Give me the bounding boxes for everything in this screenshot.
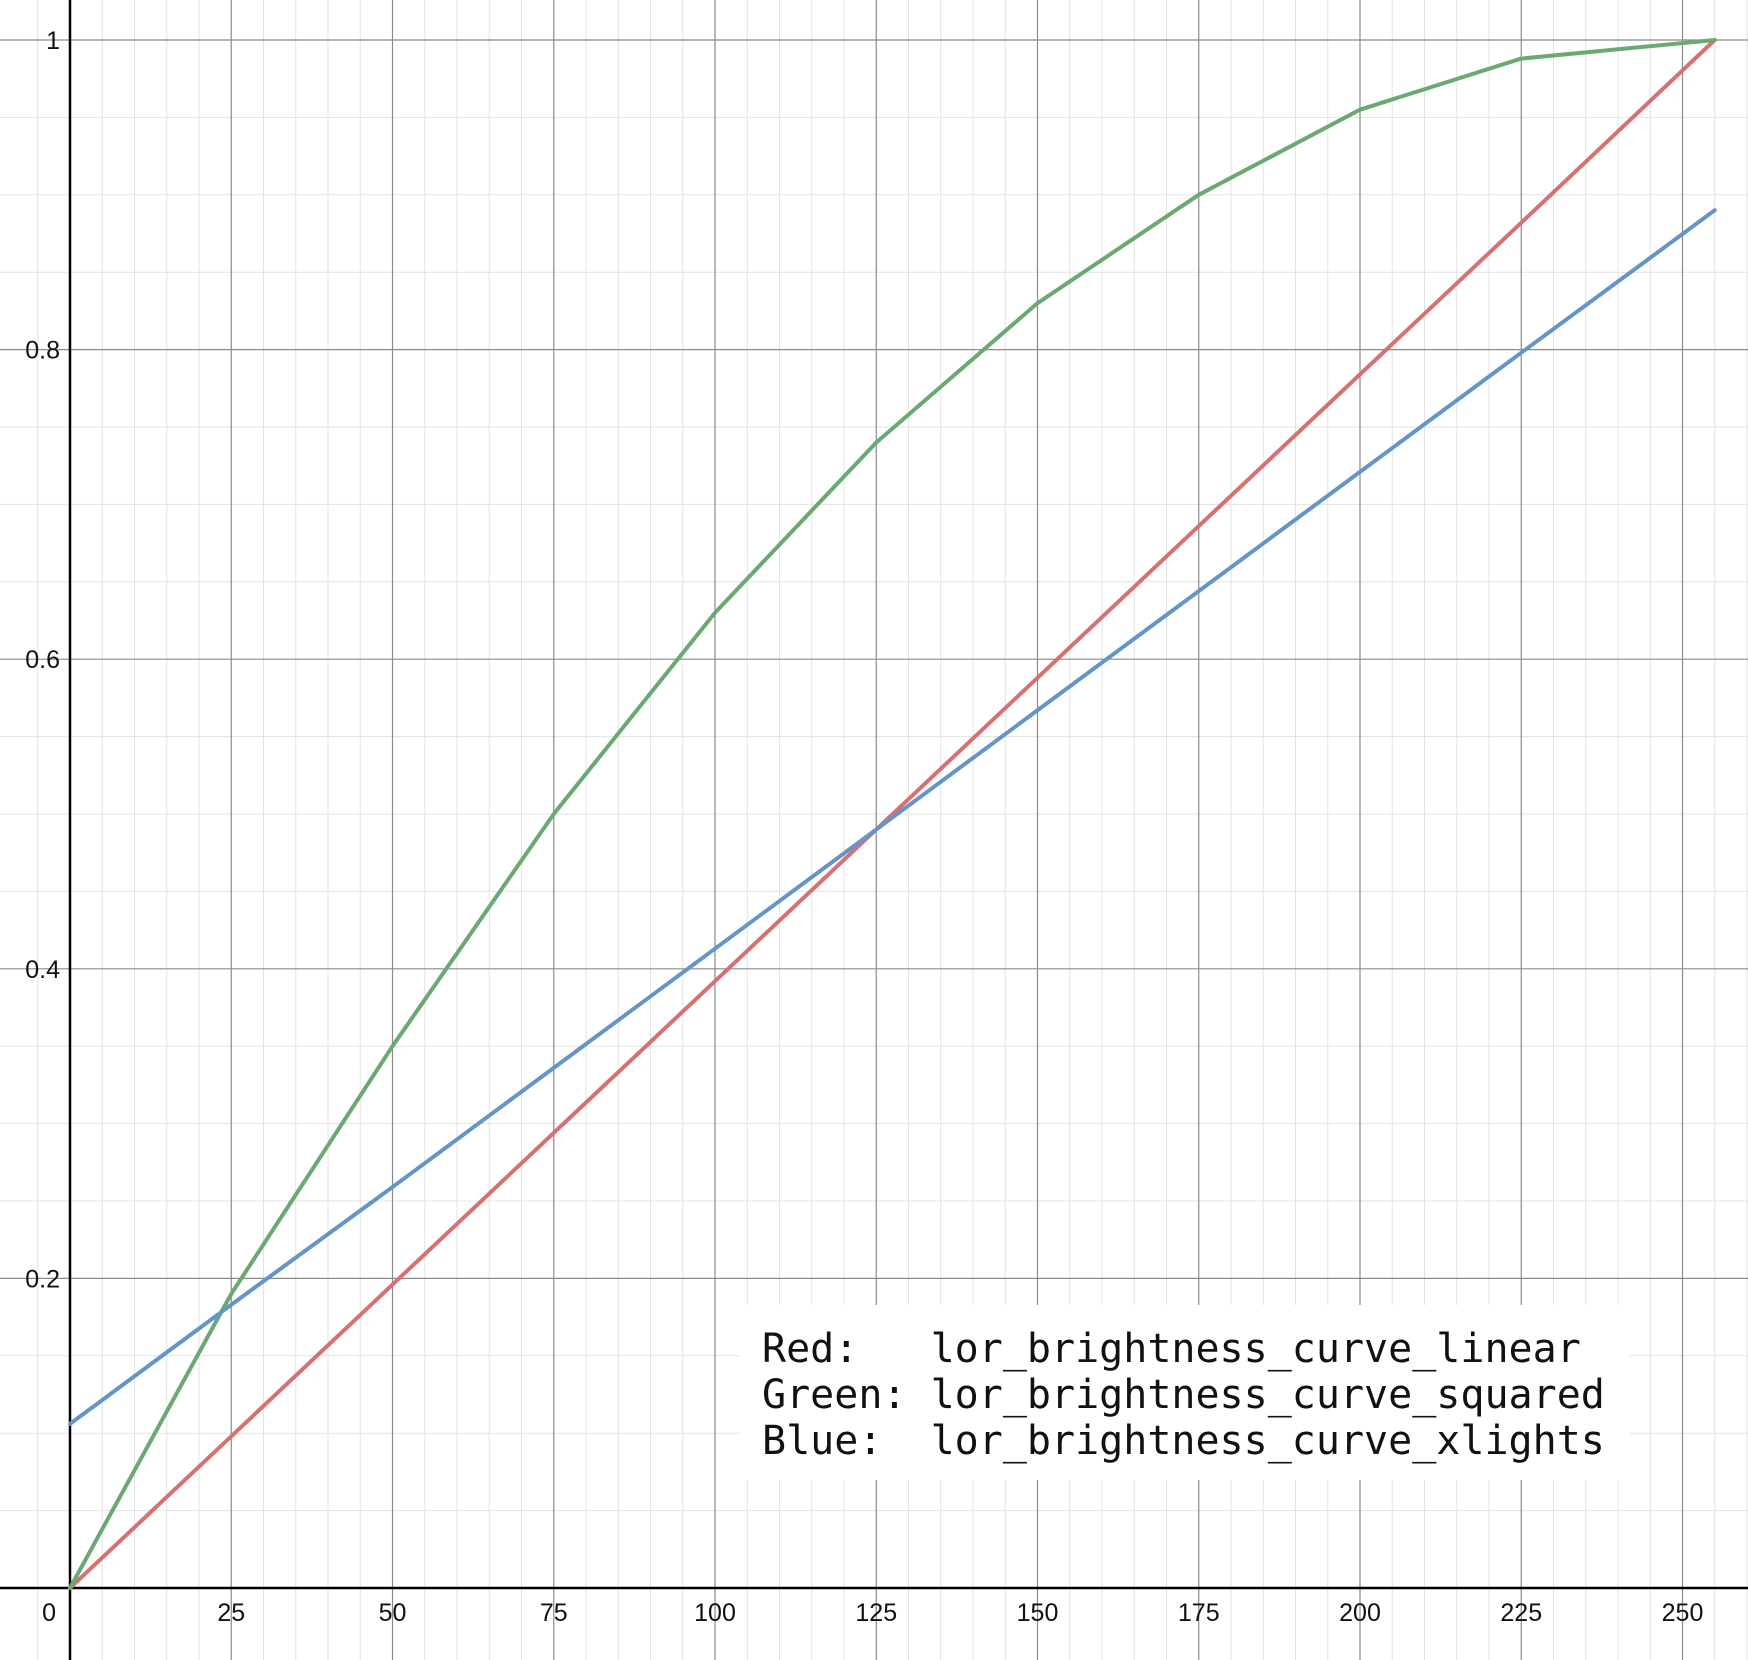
legend: Red: lor_brightness_curve_linear Green: … bbox=[740, 1305, 1630, 1480]
legend-background bbox=[740, 1305, 1630, 1480]
legend-entry-green: Green: lor_brightness_curve_squared bbox=[762, 1372, 1605, 1418]
x-tick-label: 250 bbox=[1662, 1599, 1704, 1627]
x-tick-label: 125 bbox=[855, 1599, 897, 1627]
x-tick-label: 200 bbox=[1339, 1599, 1381, 1627]
x-tick-label: 175 bbox=[1178, 1599, 1220, 1627]
x-tick-label: 0 bbox=[42, 1599, 56, 1627]
y-tick-label: 0.8 bbox=[25, 337, 60, 365]
x-tick-label: 100 bbox=[694, 1599, 736, 1627]
x-tick-label: 150 bbox=[1017, 1599, 1059, 1627]
legend-entry-red: Red: lor_brightness_curve_linear bbox=[762, 1326, 1581, 1372]
tick-labels: 0 25 50 75 100 125 150 175 200 225 250 0.2 0.4 0.6 0.8… bbox=[25, 27, 1703, 1627]
x-tick-label: 75 bbox=[540, 1599, 568, 1627]
x-tick-label: 50 bbox=[379, 1599, 407, 1627]
series-line-green bbox=[68, 38, 1717, 1590]
series-line-blue bbox=[68, 208, 1717, 1426]
y-tick-label: 1 bbox=[46, 27, 60, 55]
y-tick-label: 0.4 bbox=[25, 956, 60, 984]
y-tick-label: 0.6 bbox=[25, 646, 60, 674]
y-tick-label: 0.2 bbox=[25, 1265, 60, 1293]
x-tick-label: 225 bbox=[1500, 1599, 1542, 1627]
x-tick-label: 25 bbox=[217, 1599, 245, 1627]
legend-entry-blue: Blue: lor_brightness_curve_xlights bbox=[762, 1418, 1605, 1464]
series-layer bbox=[68, 38, 1717, 1590]
